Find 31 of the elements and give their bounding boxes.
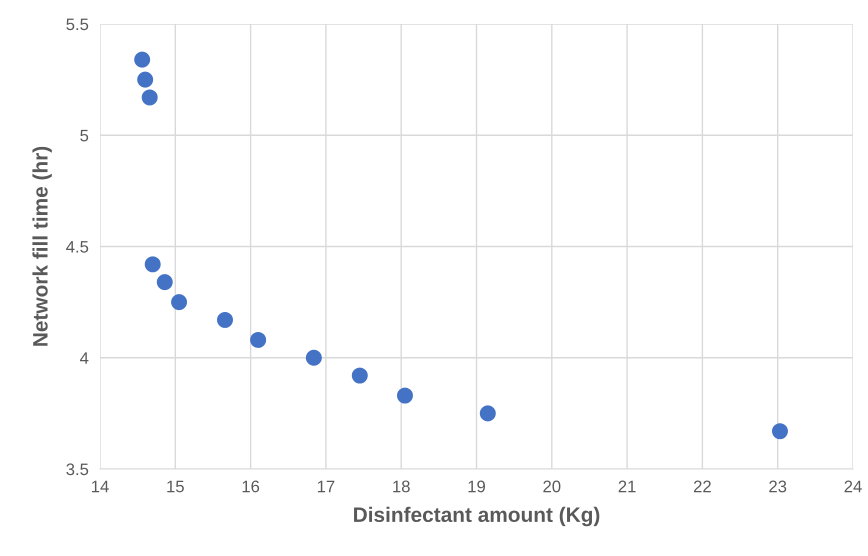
y-tick-label: 4.5 <box>66 241 88 253</box>
y-tick-label: 3.5 <box>66 463 88 476</box>
x-tick-label: 20 <box>543 480 560 492</box>
point <box>134 52 150 68</box>
point <box>772 423 788 440</box>
x-axis-title: Disinfectant amount (Kg) <box>354 506 600 526</box>
y-tick-label: 4 <box>80 352 88 364</box>
y-axis-title: Network fill time (hr) <box>32 146 52 346</box>
point <box>144 256 161 272</box>
point <box>142 89 158 106</box>
point <box>306 350 322 366</box>
point <box>396 388 413 404</box>
x-tick-label: 14 <box>92 480 109 492</box>
point <box>250 332 266 348</box>
point <box>480 405 496 422</box>
x-tick-label: 18 <box>393 480 410 492</box>
x-tick-label: 17 <box>318 480 334 492</box>
x-tick-label: 24 <box>844 480 862 492</box>
x-tick-label: 23 <box>769 480 786 492</box>
point <box>171 294 188 310</box>
point <box>137 72 154 88</box>
x-tick-label: 15 <box>167 480 184 492</box>
y-tick-label: 5 <box>80 130 88 142</box>
x-tick-label: 19 <box>468 480 485 492</box>
x-tick-label: 21 <box>618 480 636 492</box>
point <box>352 368 368 384</box>
x-tick-label: 22 <box>694 480 711 492</box>
x-tick-label: 16 <box>242 480 260 492</box>
point <box>217 312 233 328</box>
y-tick-label: 5.5 <box>66 18 88 30</box>
point <box>156 274 173 290</box>
